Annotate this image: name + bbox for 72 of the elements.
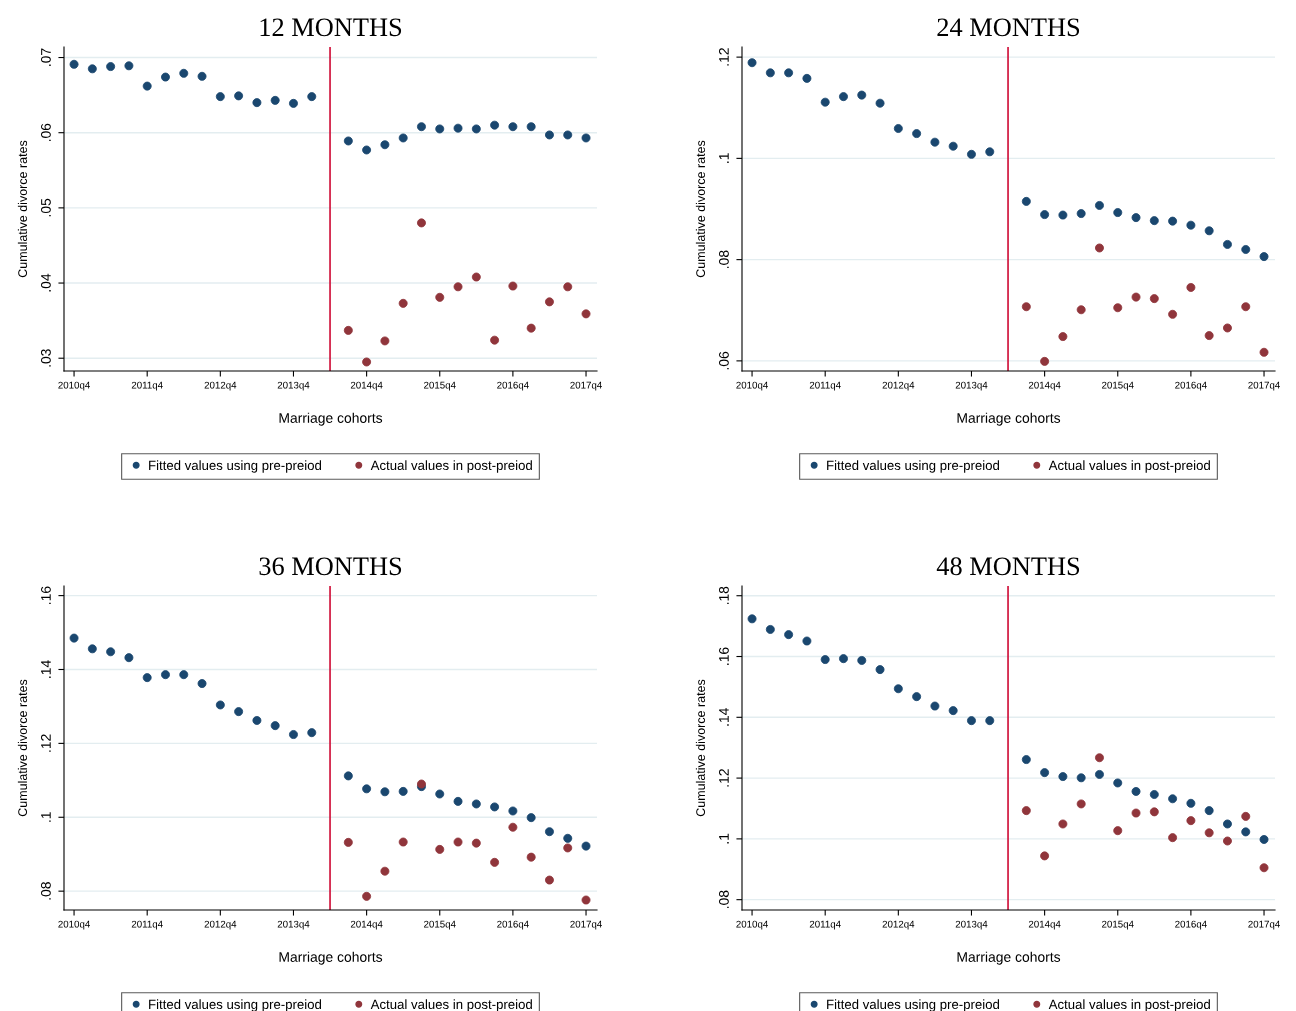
chart-title: 24 MONTHS [937,18,1080,37]
x-tick-label: 2012q4 [204,920,237,930]
x-tick-label: 2013q4 [277,920,310,930]
y-tick-label: .03 [41,349,51,367]
legend-label: Actual values in post-preiod [370,999,532,1011]
x-tick-label: 2012q4 [882,920,915,930]
x-tick-label: 2014q4 [1028,920,1061,930]
y-tick-label: .16 [41,586,51,604]
x-tick-label: 2014q4 [1028,381,1061,391]
x-tick-label: 2014q4 [350,920,383,930]
x-tick-label: 2010q4 [58,920,90,930]
x-tick-label: 2016q4 [497,381,529,391]
x-tick-label: 2011q4 [131,920,163,930]
y-tick-label: .07 [41,48,51,66]
x-tick-label: 2017q4 [570,381,602,391]
y-axis-title: Cumulative divorce rates [17,140,28,278]
y-axis-title: Cumulative divorce rates [17,679,28,817]
y-tick-label: .18 [719,586,729,605]
y-tick-label: .06 [41,123,51,142]
legend-label: Actual values in post-preiod [1048,460,1210,473]
y-tick-label: .04 [41,273,51,292]
chart-title: 36 MONTHS [259,557,402,576]
x-axis-title: Marriage cohorts [957,951,1061,965]
x-tick-label: 2013q4 [955,381,988,391]
x-tick-label: 2017q4 [1248,381,1280,391]
legend-label: Fitted values using pre-preiod [149,999,322,1011]
x-tick-label: 2010q4 [58,381,90,391]
y-axis-title: Cumulative divorce rates [695,140,706,278]
x-axis-title: Marriage cohorts [957,412,1061,426]
x-tick-label: 2016q4 [497,920,529,930]
x-tick-label: 2015q4 [1102,920,1134,930]
x-axis-title: Marriage cohorts [279,951,383,965]
y-tick-label: .12 [719,48,729,66]
y-tick-label: .14 [719,708,729,726]
y-tick-label: .05 [41,198,51,217]
x-tick-label: 2012q4 [204,381,237,391]
y-tick-label: .14 [41,660,51,678]
x-tick-label: 2010q4 [736,920,768,930]
legend-label: Fitted values using pre-preiod [827,999,1000,1011]
x-tick-label: 2015q4 [424,381,456,391]
legend-label: Fitted values using pre-preiod [827,460,1000,473]
x-tick-label: 2017q4 [570,920,602,930]
y-tick-label: .08 [719,250,729,269]
y-axis-title: Cumulative divorce rates [695,679,706,817]
y-tick-label: .08 [41,882,51,900]
x-tick-label: 2014q4 [350,381,383,391]
x-tick-label: 2013q4 [277,381,310,391]
x-axis-title: Marriage cohorts [279,412,383,426]
y-tick-label: .12 [41,734,51,752]
x-tick-label: 2015q4 [1102,381,1134,391]
x-tick-label: 2017q4 [1248,920,1280,930]
legend-label: Fitted values using pre-preiod [149,460,322,473]
y-tick-label: .08 [719,890,729,909]
y-tick-label: .16 [719,647,729,665]
y-tick-label: .1 [719,833,729,844]
chart-title: 12 MONTHS [260,18,402,37]
x-tick-label: 2011q4 [809,920,841,930]
x-tick-label: 2016q4 [1175,381,1207,391]
x-tick-label: 2011q4 [131,381,163,391]
x-tick-label: 2015q4 [424,920,456,930]
legend-label: Actual values in post-preiod [370,460,532,473]
y-tick-label: .1 [719,153,729,163]
x-tick-label: 2010q4 [736,381,768,391]
x-tick-label: 2016q4 [1175,920,1207,930]
y-tick-label: .1 [41,812,51,822]
chart-title: 48 MONTHS [936,557,1080,576]
x-tick-label: 2012q4 [882,381,915,391]
x-tick-label: 2011q4 [809,381,841,391]
y-tick-label: .12 [719,769,729,787]
x-tick-label: 2013q4 [955,920,988,930]
y-tick-label: .06 [719,351,729,370]
legend-label: Actual values in post-preiod [1048,999,1210,1011]
